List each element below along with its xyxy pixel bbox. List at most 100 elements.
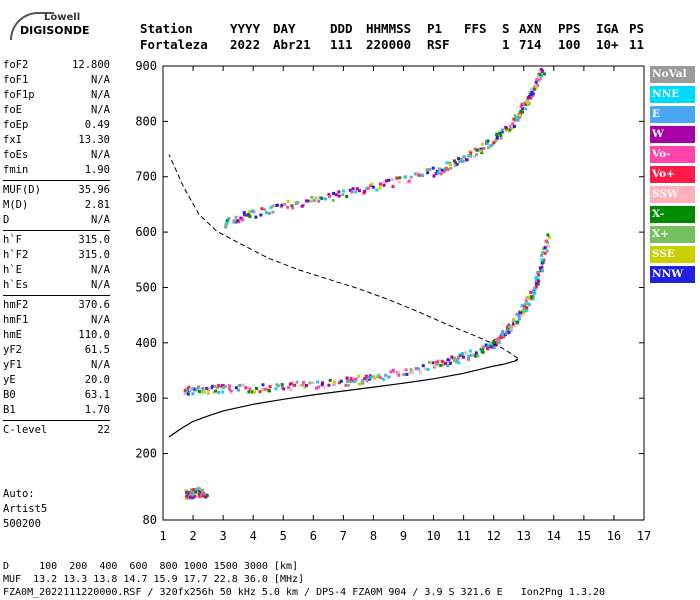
- trace-point: [247, 212, 251, 216]
- trace-point: [482, 345, 486, 349]
- trace-point: [258, 390, 262, 394]
- trace-point: [420, 174, 424, 178]
- trace-point: [440, 359, 444, 363]
- trace-point: [397, 373, 401, 377]
- trace-point: [486, 139, 490, 143]
- trace-point: [275, 203, 279, 207]
- trace-point: [293, 383, 296, 387]
- trace-point: [541, 260, 545, 264]
- trace-point: [515, 116, 519, 119]
- trace-point: [301, 383, 305, 387]
- trace-point: [366, 186, 370, 190]
- trace-point: [492, 340, 496, 344]
- y-tick-label: 700: [135, 170, 157, 184]
- trace-point: [236, 219, 240, 223]
- trace-point: [521, 107, 524, 111]
- param-value: N/A: [91, 104, 110, 116]
- param-label: yF1: [3, 359, 22, 371]
- trace-point: [261, 383, 265, 387]
- trace-point: [529, 93, 533, 97]
- param-row: B1 1.70: [3, 404, 110, 419]
- trace-point: [495, 132, 499, 136]
- trace-point: [212, 391, 216, 394]
- trace-point: [531, 294, 535, 298]
- trace-point: [445, 161, 449, 165]
- trace-point: [261, 387, 265, 391]
- trace-point: [524, 103, 528, 106]
- trace-point: [439, 363, 443, 367]
- trace-point: [501, 330, 505, 334]
- logo-line2: DIGISONDE: [20, 24, 90, 37]
- trace-point: [527, 295, 531, 299]
- trace-point: [529, 96, 533, 100]
- param-label: foF1: [3, 74, 29, 86]
- trace-point: [186, 392, 190, 396]
- trace-point: [490, 343, 494, 347]
- param-value: 35.96: [78, 184, 110, 196]
- trace-point: [187, 496, 191, 500]
- trace-point: [523, 306, 527, 310]
- y-tick-label: 800: [135, 114, 157, 128]
- param-row: h`E N/A: [3, 264, 110, 279]
- trace-point: [310, 195, 314, 199]
- trace-point: [435, 360, 439, 364]
- trace-point: [327, 193, 331, 197]
- param-label: C-level: [3, 424, 48, 436]
- trace-point: [529, 291, 533, 295]
- trace-point: [183, 388, 187, 392]
- param-label: foE: [3, 104, 22, 116]
- trace-point: [193, 387, 197, 391]
- dashed-line: [168, 154, 518, 359]
- trace-point: [465, 158, 469, 162]
- hrow2-cell: 220000: [366, 37, 412, 52]
- trace-point: [347, 383, 351, 387]
- trace-point: [543, 246, 547, 250]
- trace-point: [304, 199, 308, 203]
- trace-point: [492, 346, 496, 350]
- trace-point: [253, 390, 256, 394]
- trace-point: [533, 87, 537, 91]
- param-row: foEs N/A: [3, 149, 110, 164]
- param-value: 110.0: [78, 329, 110, 341]
- trace-point: [369, 375, 373, 379]
- param-label: hmF2: [3, 299, 29, 311]
- trace-point: [537, 273, 541, 277]
- trace-point: [371, 185, 375, 189]
- trace-point: [485, 141, 489, 145]
- trace-point: [525, 306, 529, 310]
- hrow1-cell: DAY: [273, 21, 296, 36]
- trace-point: [238, 383, 242, 387]
- trace-point: [260, 207, 264, 211]
- trace-point: [452, 359, 456, 362]
- trace-point: [499, 134, 503, 138]
- trace-point: [248, 210, 252, 213]
- trace-point: [532, 290, 536, 294]
- trace-point: [457, 361, 461, 365]
- trace-point: [355, 187, 359, 191]
- trace-point: [409, 175, 413, 179]
- trace-point: [311, 381, 315, 385]
- trace-point: [414, 172, 418, 176]
- trace-point: [505, 326, 509, 330]
- trace-point: [200, 488, 204, 492]
- trace-point: [421, 364, 425, 368]
- hrow2-cell: 1: [502, 37, 510, 52]
- trace-point: [497, 341, 501, 345]
- trace-point: [468, 149, 472, 153]
- legend-item-e: E: [650, 106, 695, 123]
- param-label: MUF(D): [3, 184, 41, 196]
- param-label: foEp: [3, 119, 29, 131]
- trace-point: [519, 309, 523, 313]
- trace-point: [194, 490, 198, 494]
- trace-point: [321, 381, 324, 385]
- hrow1-cell: Station: [140, 21, 193, 36]
- trace-point: [206, 389, 210, 393]
- trace-point: [351, 187, 355, 191]
- trace-point: [479, 149, 483, 153]
- trace-point: [448, 163, 452, 167]
- trace-point: [280, 203, 284, 207]
- trace-point: [534, 276, 538, 280]
- trace-point: [541, 269, 544, 273]
- trace-point: [452, 159, 456, 163]
- trace-point: [476, 354, 480, 358]
